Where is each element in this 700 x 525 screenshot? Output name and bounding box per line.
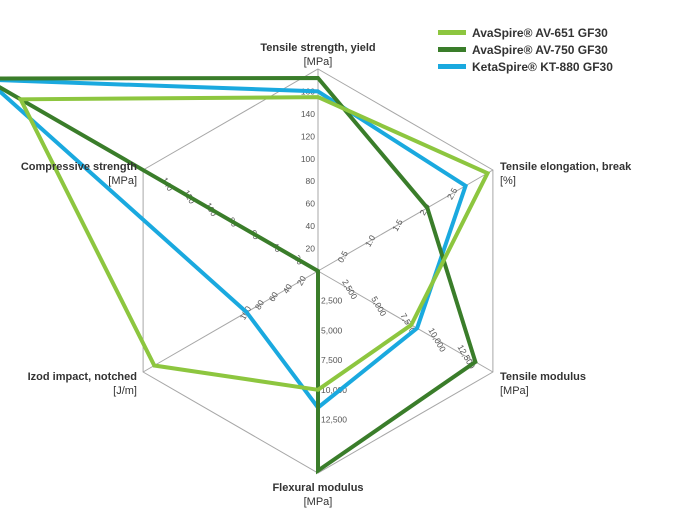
tick-label: 2,500 xyxy=(321,296,343,306)
axis-title-tensile-strength: Tensile strength, yield xyxy=(260,42,375,54)
series-polygon-1 xyxy=(0,75,478,475)
axis-unit-tensile-strength: [MPa] xyxy=(304,56,333,68)
tick-label: 80 xyxy=(253,298,267,311)
axis-title-tensile-modulus: Tensile modulus xyxy=(500,371,586,383)
axis-unit-izod-impact: [J/m] xyxy=(113,385,137,397)
tick-label: 1.0 xyxy=(363,233,378,248)
tick-label: 20 xyxy=(306,244,316,254)
axis-title-izod-impact: Izod impact, notched xyxy=(28,371,137,383)
axis-titles: Tensile strength, yield [MPa] Tensile el… xyxy=(21,42,632,508)
tick-label: 40 xyxy=(281,282,295,295)
tick-label: 20 xyxy=(295,274,309,287)
tick-label: 0.5 xyxy=(335,249,350,264)
axis-title-compressive-strength: Compressive strength xyxy=(21,161,137,173)
tick-label: 100 xyxy=(301,154,315,164)
tick-label: 1.5 xyxy=(390,217,405,232)
legend-label-kt880: KetaSpire® KT-880 GF30 xyxy=(472,59,613,74)
axis-title-tensile-elongation: Tensile elongation, break xyxy=(500,161,632,173)
tick-label: 10,000 xyxy=(426,326,448,354)
tick-label: 5,000 xyxy=(369,294,388,318)
legend-item-kt880: KetaSpire® KT-880 GF30 xyxy=(438,58,613,75)
tick-label: 5,000 xyxy=(321,325,343,335)
tick-label: 7,500 xyxy=(321,355,343,365)
axis-title-flexural-modulus: Flexural modulus xyxy=(272,482,363,494)
tick-label: 2.5 xyxy=(445,186,460,201)
legend-swatch-av750 xyxy=(438,47,466,52)
legend-swatch-kt880 xyxy=(438,64,466,69)
axis-unit-tensile-elongation: [%] xyxy=(500,175,516,187)
tick-label: 60 xyxy=(306,199,316,209)
legend-label-av750: AvaSpire® AV-750 GF30 xyxy=(472,42,608,57)
grid-spoke xyxy=(142,270,319,373)
legend-swatch-av651 xyxy=(438,30,466,35)
tick-label: 12,500 xyxy=(321,415,347,425)
legend: AvaSpire® AV-651 GF30 AvaSpire® AV-750 G… xyxy=(438,24,613,75)
legend-item-av651: AvaSpire® AV-651 GF30 xyxy=(438,24,613,41)
tick-label: 120 xyxy=(301,131,315,141)
legend-item-av750: AvaSpire® AV-750 GF30 xyxy=(438,41,613,58)
tick-label: 60 xyxy=(267,290,281,303)
series-polygons xyxy=(0,75,491,475)
tick-label: 10,000 xyxy=(321,385,347,395)
series-polygon-0 xyxy=(17,95,491,392)
axis-unit-tensile-modulus: [MPa] xyxy=(500,385,529,397)
tick-label: 140 xyxy=(301,109,315,119)
tick-label: 2,500 xyxy=(340,278,359,302)
grid-spoke xyxy=(317,270,494,373)
tick-label: 80 xyxy=(306,176,316,186)
tick-label: 40 xyxy=(306,221,316,231)
legend-label-av651: AvaSpire® AV-651 GF30 xyxy=(472,25,608,40)
axis-unit-compressive-strength: [MPa] xyxy=(108,175,137,187)
axis-unit-flexural-modulus: [MPa] xyxy=(304,496,333,508)
